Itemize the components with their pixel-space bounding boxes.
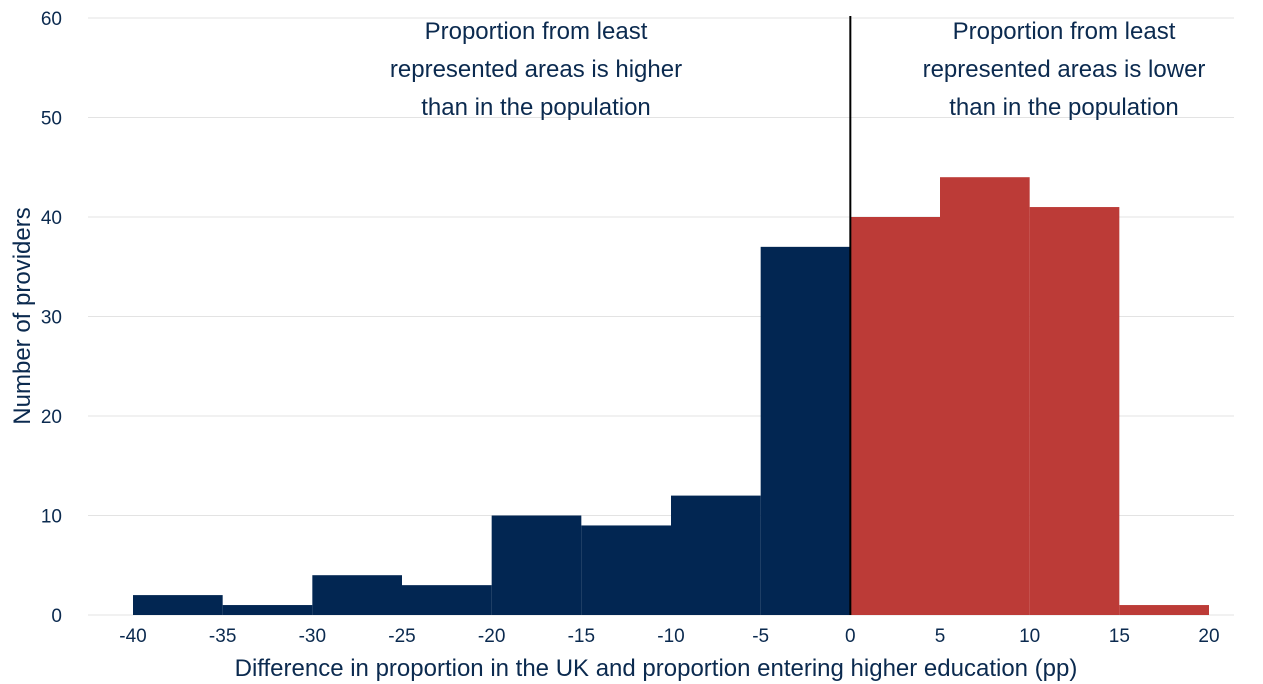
annotation-line: than in the population — [949, 94, 1179, 121]
y-tick-labels: 0 10 20 30 40 50 60 — [41, 9, 62, 627]
y-axis-title: Number of providers — [9, 207, 36, 424]
x-tick-label: 10 — [1019, 626, 1040, 647]
x-tick-label: -30 — [299, 626, 326, 647]
annotation-lower: Proportion from least represented areas i… — [923, 18, 1206, 121]
histogram-bar — [491, 515, 582, 615]
x-tick-label: 15 — [1109, 626, 1130, 647]
x-tick-label: -35 — [209, 626, 236, 647]
x-tick-label: -15 — [568, 626, 595, 647]
y-tick-label: 60 — [41, 9, 62, 30]
y-tick-label: 50 — [41, 109, 62, 130]
y-tick-label: 10 — [41, 507, 62, 528]
annotation-higher: Proportion from least represented areas i… — [390, 18, 682, 121]
annotation-line: than in the population — [421, 94, 651, 121]
annotations: Proportion from least represented areas i… — [390, 18, 1205, 121]
histogram-bar — [671, 495, 761, 615]
bars-layer — [133, 177, 1209, 616]
x-tick-label: -40 — [119, 626, 146, 647]
annotation-line: represented areas is higher — [390, 56, 682, 83]
y-tick-label: 0 — [51, 606, 62, 627]
histogram-bar — [1119, 605, 1209, 615]
histogram-bar — [402, 585, 492, 615]
histogram-bar — [760, 246, 851, 615]
x-tick-label: 20 — [1198, 626, 1219, 647]
x-tick-label: -25 — [388, 626, 415, 647]
x-tick-label: -5 — [752, 626, 769, 647]
histogram-bar — [850, 217, 940, 615]
y-tick-label: 40 — [41, 208, 62, 229]
x-tick-label: -20 — [478, 626, 505, 647]
annotation-line: represented areas is lower — [923, 56, 1206, 83]
histogram-bar — [222, 605, 313, 615]
histogram-bar — [312, 575, 402, 615]
annotation-line: Proportion from least — [953, 18, 1176, 45]
histogram-bar — [940, 177, 1030, 615]
x-tick-labels: -40 -35 -30 -25 -20 -15 -10 -5 0 5 10 15 20 — [119, 626, 1219, 647]
y-tick-label: 20 — [41, 407, 62, 428]
y-tick-label: 30 — [41, 308, 62, 329]
grid-layer — [88, 17, 1234, 616]
x-tick-label: -10 — [657, 626, 684, 647]
x-tick-label: 0 — [845, 626, 856, 647]
x-tick-label: 5 — [935, 626, 946, 647]
histogram-bar — [1029, 207, 1120, 616]
annotation-line: Proportion from least — [425, 18, 648, 45]
histogram-bar — [581, 525, 671, 615]
x-axis-title: Difference in proportion in the UK and p… — [235, 655, 1078, 682]
histogram-bar — [133, 595, 223, 615]
